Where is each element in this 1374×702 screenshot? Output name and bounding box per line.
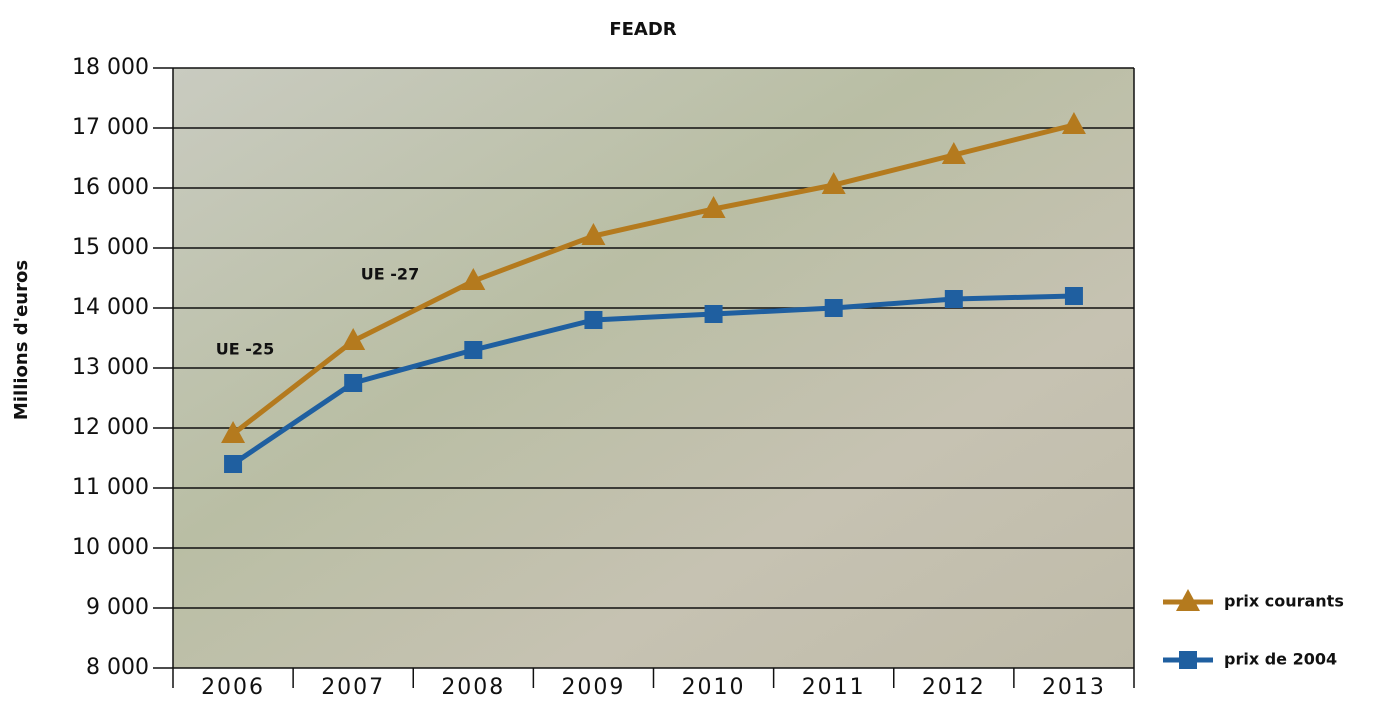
- point: [464, 341, 482, 359]
- x-tick-label: 2011: [802, 675, 866, 698]
- y-tick-label: 10 000: [72, 535, 149, 560]
- point: [705, 305, 723, 323]
- y-tick-label: 14 000: [72, 295, 149, 320]
- legend-label: prix de 2004: [1224, 650, 1337, 669]
- y-tick-label: 15 000: [72, 235, 149, 260]
- annotation: UE -27: [361, 265, 419, 284]
- x-tick-label: 2008: [441, 675, 505, 698]
- x-tick-label: 2010: [682, 675, 746, 698]
- point: [1179, 651, 1197, 669]
- x-tick-label: 2007: [321, 675, 385, 698]
- chart-title: FEADR: [609, 19, 676, 40]
- point: [1065, 287, 1083, 305]
- x-tick-label: 2009: [561, 675, 625, 698]
- point: [584, 311, 602, 329]
- point: [224, 455, 242, 473]
- page: {"chart_data": {"type": "line", "title":…: [0, 0, 1374, 702]
- y-tick-label: 8 000: [86, 655, 149, 680]
- legend-label: prix courants: [1224, 592, 1344, 611]
- y-tick-label: 13 000: [72, 355, 149, 380]
- point: [825, 299, 843, 317]
- point: [945, 290, 963, 308]
- y-tick-label: 17 000: [72, 115, 149, 140]
- y-tick-label: 12 000: [72, 415, 149, 440]
- y-tick-label: 11 000: [72, 475, 149, 500]
- x-tick-label: 2013: [1042, 675, 1106, 698]
- y-tick-label: 18 000: [72, 55, 149, 80]
- x-tick-label: 2012: [922, 675, 986, 698]
- point: [344, 374, 362, 392]
- annotation: UE -25: [216, 340, 274, 359]
- chart: FEADR Millions d'euros UE -25 UE -27 8 0…: [0, 0, 1374, 698]
- x-tick-label: 2006: [201, 675, 265, 698]
- y-tick-label: 16 000: [72, 175, 149, 200]
- y-tick-label: 9 000: [86, 595, 149, 620]
- y-axis-label: Millions d'euros: [11, 260, 32, 420]
